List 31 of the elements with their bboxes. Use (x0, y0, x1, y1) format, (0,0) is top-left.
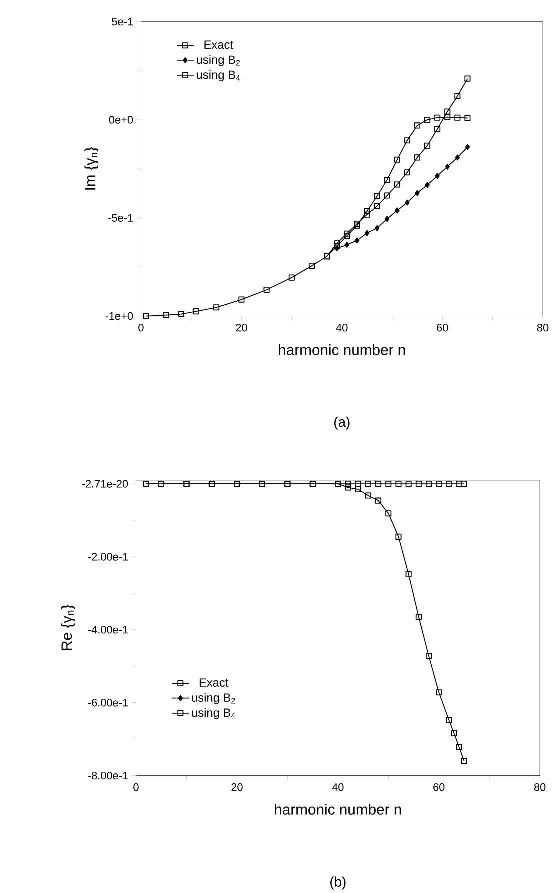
legend-label: using B$_{2}$ (192, 693, 236, 704)
text: (a) (334, 416, 350, 430)
x-tick-label: 0 (138, 324, 144, 332)
x-tick-label: 20 (236, 324, 248, 332)
x-axis-title: harmonic number n (279, 344, 406, 356)
y-tick-label: -1e+0 (106, 312, 134, 320)
x-tick-label: 40 (332, 784, 344, 792)
legend-label: Exact (204, 40, 234, 50)
x-tick-label: 80 (534, 784, 546, 792)
legend-label: using B$_{4}$ (192, 708, 236, 720)
x-tick-label: 60 (434, 784, 445, 792)
x-tick-label: 80 (537, 324, 549, 332)
y-tick-label: -5e-1 (108, 214, 133, 222)
text: (b) (330, 876, 346, 890)
y-tick-label: 5e-1 (112, 18, 133, 26)
y-tick-label: -4.00e-1 (88, 626, 128, 634)
x-tick-label: 20 (232, 784, 243, 792)
y-axis-title: Im {γ$_{n}$} (84, 147, 99, 190)
legend-label: using B$_{2}$ (197, 55, 240, 66)
x-axis-title: harmonic number n (275, 804, 402, 815)
x-tick-label: 40 (336, 324, 348, 332)
legend-label: Exact (200, 678, 229, 687)
y-tick-label: -2.71e-20 (82, 480, 128, 488)
x-tick-label: 0 (134, 784, 139, 792)
y-tick-label: -6.00e-1 (88, 699, 128, 707)
y-tick-label: -2.00e-1 (88, 553, 128, 561)
y-tick-label: 0e+0 (109, 116, 134, 124)
y-axis-title: Re {γ$_{n}$} (61, 604, 76, 650)
legend-label: using B$_{4}$ (197, 70, 240, 82)
x-tick-label: 60 (437, 324, 448, 332)
y-tick-label: -8.00e-1 (88, 772, 128, 780)
